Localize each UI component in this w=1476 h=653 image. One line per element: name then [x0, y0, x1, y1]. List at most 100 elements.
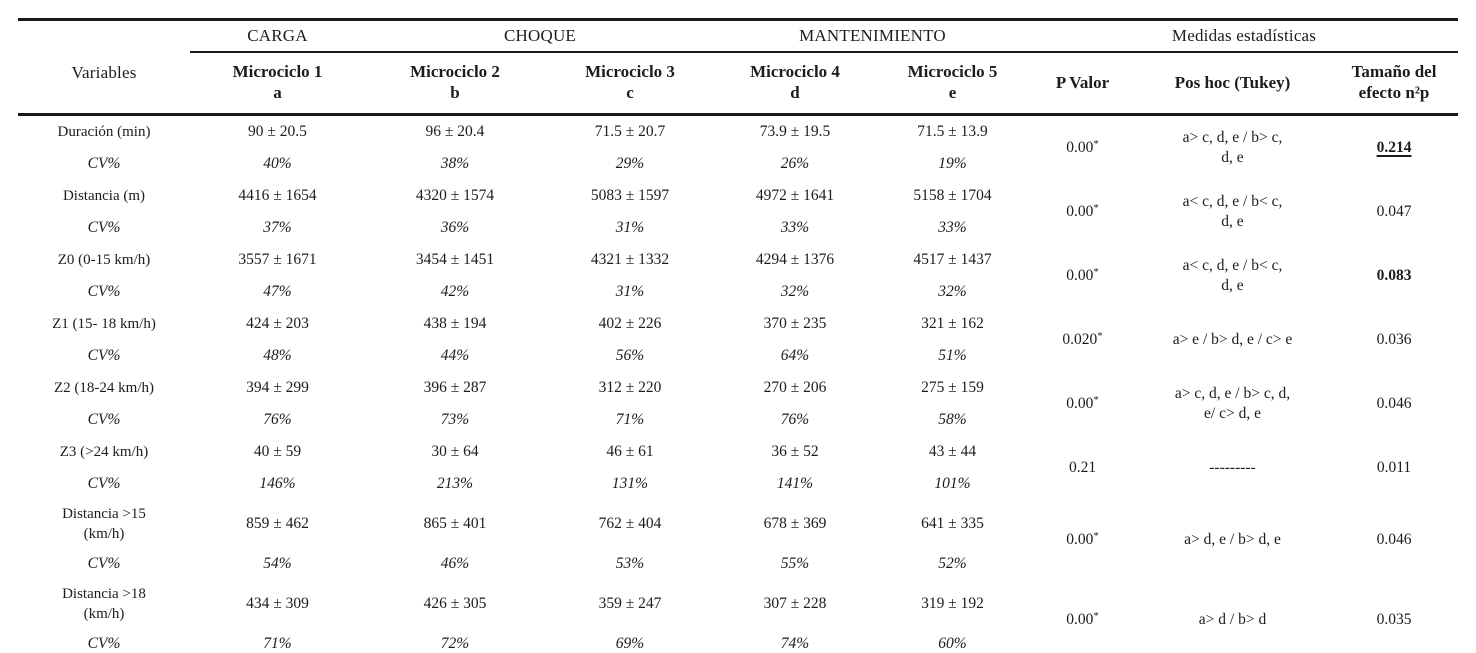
- microciclo-title: Microciclo 5: [907, 62, 998, 81]
- value-cell: 641 ± 335: [921, 515, 984, 532]
- cv-row: CV% 146% 213% 131% 141% 101%: [18, 468, 1458, 500]
- value-cell: 321 ± 162: [921, 315, 984, 332]
- p-valor-cell: 0.00*: [1066, 266, 1099, 285]
- value-cell: 394 ± 299: [246, 379, 309, 396]
- variable-row: Distancia (m) 4416 ± 1654 4320 ± 1574 5083 …: [18, 180, 1458, 230]
- variable-label: Distancia >18 (km/h): [62, 586, 146, 622]
- value-cell: 438 ± 194: [423, 315, 487, 332]
- cv-value-cell: 19%: [938, 155, 967, 172]
- value-cell: 859 ± 462: [246, 515, 309, 532]
- value-cell: 4321 ± 1332: [590, 251, 670, 268]
- cv-value-cell: 60%: [938, 635, 967, 652]
- variable-row: Duración (min) 90 ± 20.5 96 ± 20.4 71.5 ± 2…: [18, 115, 1458, 166]
- cv-value-cell: 47%: [263, 283, 292, 300]
- effect-size-value: 0.011: [1376, 459, 1412, 476]
- value-cell: 71.5 ± 20.7: [594, 123, 666, 140]
- value-cell: 370 ± 235: [763, 315, 827, 332]
- column-header-microciclo-3: Microciclo 3 c: [545, 52, 715, 115]
- cv-value-cell: 131%: [611, 475, 649, 492]
- cv-value-cell: 42%: [440, 283, 470, 300]
- cv-value-cell: 37%: [263, 219, 292, 236]
- cv-value-cell: 31%: [615, 283, 645, 300]
- spanner-mantenimiento: MANTENIMIENTO: [715, 19, 1030, 53]
- value-cell: 426 ± 305: [423, 595, 487, 612]
- cv-label: CV%: [87, 635, 121, 652]
- p-valor-cell: 0.00*: [1066, 202, 1099, 221]
- significance-asterisk: *: [1093, 610, 1099, 622]
- variable-row: Z0 (0-15 km/h) 3557 ± 1671 3454 ± 1451 4321…: [18, 244, 1458, 294]
- cv-value-cell: 76%: [263, 411, 292, 428]
- cv-value-cell: 46%: [440, 555, 470, 572]
- microciclo-title: Microciclo 4: [750, 62, 840, 81]
- cv-row: CV% 37% 36% 31% 33% 33%: [18, 212, 1458, 244]
- variable-row: Z1 (15- 18 km/h) 424 ± 203 438 ± 194 402 ± …: [18, 308, 1458, 348]
- cv-value-cell: 146%: [259, 475, 296, 492]
- column-header-pos-hoc: Pos hoc (Tukey): [1174, 72, 1291, 92]
- effect-size-value: 0.035: [1376, 611, 1412, 628]
- value-cell: 96 ± 20.4: [425, 123, 485, 140]
- cv-value-cell: 32%: [938, 283, 967, 300]
- effect-size-value: 0.083: [1376, 267, 1412, 284]
- value-cell: 270 ± 206: [763, 379, 827, 396]
- cv-value-cell: 101%: [934, 475, 971, 492]
- column-header-effect-size: Tamaño del efecto n²p: [1351, 62, 1437, 102]
- p-valor-cell: 0.00*: [1066, 138, 1099, 157]
- cv-row: CV% 47% 42% 31% 32% 32%: [18, 276, 1458, 308]
- value-cell: 275 ± 159: [921, 379, 984, 396]
- variable-label: Z2 (18-24 km/h): [54, 380, 154, 396]
- cv-value-cell: 69%: [615, 635, 645, 652]
- value-cell: 4416 ± 1654: [238, 187, 317, 204]
- table-body: Duración (min) 90 ± 20.5 96 ± 20.4 71.5 ± 2…: [18, 115, 1458, 653]
- microciclo-letter: b: [450, 83, 460, 102]
- cv-label: CV%: [87, 283, 121, 300]
- microciclo-letter: e: [948, 83, 957, 102]
- cv-value-cell: 213%: [436, 475, 474, 492]
- variable-row: Distancia >18 (km/h) 434 ± 309 426 ± 305 35…: [18, 580, 1458, 628]
- p-valor-cell: 0.00*: [1066, 530, 1099, 549]
- column-header-microciclo-4: Microciclo 4 d: [715, 52, 875, 115]
- pos-hoc-cell: a< c, d, e / b< c, d, e: [1182, 257, 1283, 294]
- value-cell: 30 ± 64: [431, 443, 479, 460]
- significance-asterisk: *: [1093, 530, 1099, 542]
- p-valor-cell: 0.020*: [1062, 330, 1103, 349]
- significance-asterisk: *: [1093, 394, 1099, 406]
- stats-table: Variables CARGA CHOQUE MANTENIMIENTO Med…: [18, 18, 1459, 653]
- cv-label: CV%: [87, 475, 121, 492]
- microciclo-letter: d: [790, 83, 800, 102]
- microciclo-letter: a: [273, 83, 282, 102]
- cv-value-cell: 33%: [938, 219, 967, 236]
- value-cell: 4320 ± 1574: [415, 187, 495, 204]
- value-cell: 40 ± 59: [253, 443, 302, 460]
- variable-label: Z3 (>24 km/h): [59, 444, 149, 460]
- significance-asterisk: *: [1093, 266, 1099, 278]
- value-cell: 71.5 ± 13.9: [917, 123, 988, 140]
- p-valor-cell: 0.00*: [1066, 610, 1099, 629]
- variable-row: Z3 (>24 km/h) 40 ± 59 30 ± 64 46 ± 61 36 ± 5…: [18, 436, 1458, 476]
- cv-row: CV% 40% 38% 29% 26% 19%: [18, 148, 1458, 180]
- value-cell: 402 ± 226: [598, 315, 662, 332]
- microciclo-letter: c: [626, 83, 634, 102]
- value-cell: 678 ± 369: [763, 515, 827, 532]
- cv-value-cell: 55%: [780, 555, 810, 572]
- cv-value-cell: 74%: [780, 635, 810, 652]
- cv-value-cell: 76%: [780, 411, 810, 428]
- column-header-p-valor: P Valor: [1055, 72, 1110, 92]
- value-cell: 3557 ± 1671: [238, 251, 317, 268]
- effect-size-value: 0.047: [1376, 203, 1412, 220]
- column-header-microciclo-1: Microciclo 1 a: [190, 52, 365, 115]
- variable-label: Z1 (15- 18 km/h): [52, 316, 156, 332]
- cv-value-cell: 52%: [938, 555, 967, 572]
- value-cell: 865 ± 401: [423, 515, 487, 532]
- cv-value-cell: 48%: [263, 347, 292, 364]
- cv-value-cell: 29%: [615, 155, 645, 172]
- significance-asterisk: *: [1097, 330, 1103, 342]
- cv-label: CV%: [87, 219, 121, 236]
- cv-label: CV%: [87, 411, 121, 428]
- cv-value-cell: 71%: [263, 635, 292, 652]
- cv-label: CV%: [87, 347, 121, 364]
- spanner-choque: CHOQUE: [365, 19, 715, 53]
- cv-value-cell: 71%: [615, 411, 645, 428]
- spanner-header-row: Variables CARGA CHOQUE MANTENIMIENTO Med…: [18, 19, 1459, 82]
- effect-size-cell: 0.214: [1330, 115, 1458, 181]
